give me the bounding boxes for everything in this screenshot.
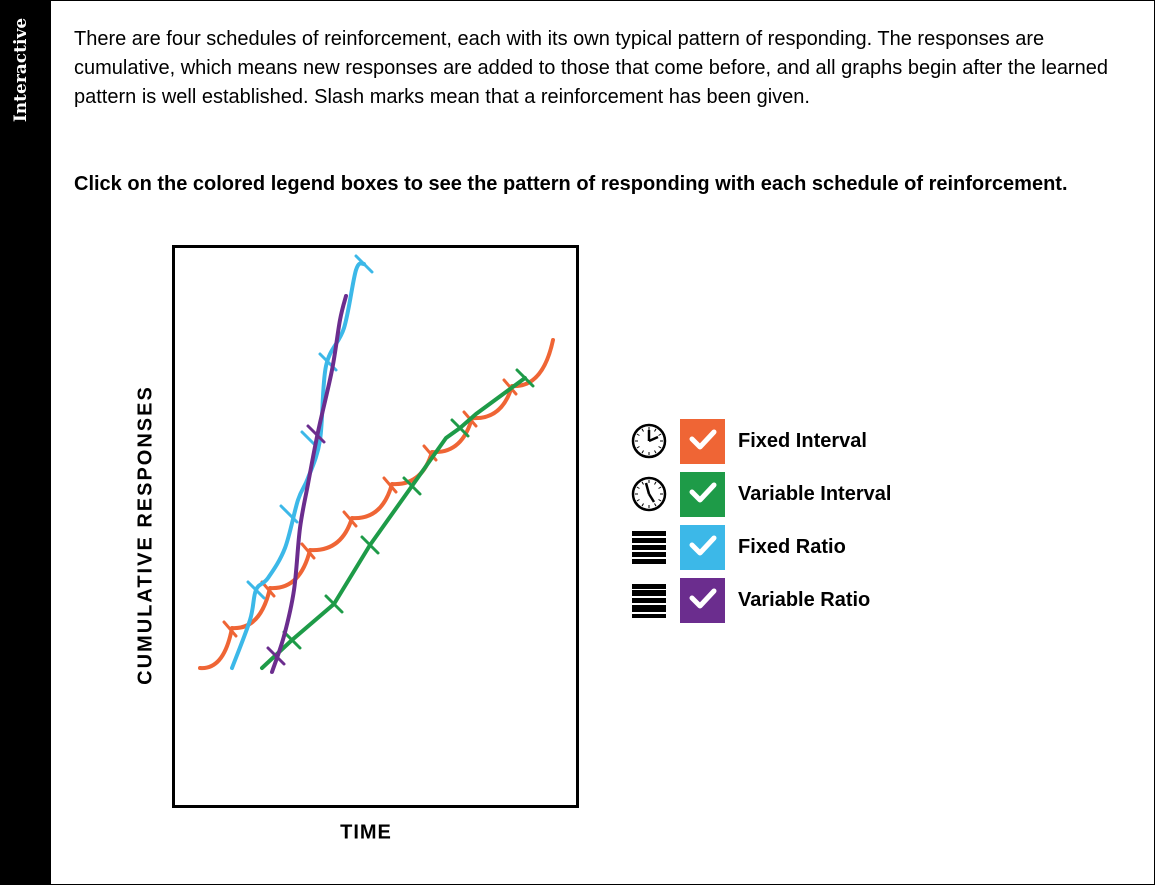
variable-interval-reinforcement-mark <box>450 418 470 438</box>
fixed-ratio-reinforcement-mark <box>246 580 266 600</box>
legend-item-fixed-interval: Fixed Interval <box>630 418 891 464</box>
fixed-interval-reinforcement-mark <box>222 620 238 638</box>
series-variable-ratio <box>266 294 348 674</box>
legend-label-variable-ratio: Variable Ratio <box>738 588 871 611</box>
fixed-ratio-reinforcement-mark <box>279 504 299 524</box>
legend-item-variable-ratio: Variable Ratio <box>630 577 891 623</box>
series-variable-interval <box>260 368 535 670</box>
legend-label-fixed-interval: Fixed Interval <box>738 429 867 452</box>
variable-interval-reinforcement-mark <box>402 476 422 496</box>
checkmark-icon <box>689 587 717 614</box>
x-axis-label: TIME <box>340 821 392 844</box>
fixed-interval-toggle-box[interactable] <box>680 418 725 464</box>
variable-ratio-line <box>270 294 348 674</box>
checkmark-icon <box>689 428 717 455</box>
checkmark-icon <box>689 481 717 508</box>
intro-text: There are four schedules of reinforcemen… <box>74 28 1108 108</box>
variable-ratio-reinforcement-mark <box>306 424 326 444</box>
legend: Fixed Interval Variable Interval Fixed Rat… <box>630 418 891 630</box>
clock-regular-icon <box>630 422 668 460</box>
side-strip: Interactive <box>0 0 51 885</box>
fixed-ratio-reinforcement-mark <box>354 254 374 274</box>
series-fixed-ratio <box>230 254 374 670</box>
variable-interval-reinforcement-mark <box>324 594 344 614</box>
bars-uneven-icon <box>630 581 668 619</box>
legend-item-fixed-ratio: Fixed Ratio <box>630 524 891 570</box>
fixed-ratio-toggle-box[interactable] <box>680 524 725 570</box>
fixed-interval-line <box>198 338 555 671</box>
y-axis-label: CUMULATIVE RESPONSES <box>134 385 157 685</box>
checkmark-icon <box>689 534 717 561</box>
plot-area <box>172 245 579 808</box>
legend-label-fixed-ratio: Fixed Ratio <box>738 535 846 558</box>
legend-label-variable-interval: Variable Interval <box>738 482 892 505</box>
clock-irregular-icon <box>630 475 668 513</box>
variable-interval-reinforcement-mark <box>360 535 380 555</box>
variable-ratio-toggle-box[interactable] <box>680 577 725 623</box>
fixed-interval-reinforcement-mark <box>342 510 358 528</box>
variable-interval-toggle-box[interactable] <box>680 471 725 517</box>
variable-ratio-reinforcement-mark <box>266 646 286 666</box>
series-fixed-interval <box>198 338 555 671</box>
bars-even-icon <box>630 528 668 566</box>
fixed-interval-reinforcement-mark <box>300 542 316 560</box>
variable-interval-reinforcement-mark <box>515 368 535 388</box>
legend-item-variable-interval: Variable Interval <box>630 471 891 517</box>
fixed-ratio-line <box>230 261 366 670</box>
variable-interval-reinforcement-mark <box>282 630 302 650</box>
instruction-text: Click on the colored legend boxes to see… <box>74 173 1068 195</box>
fixed-interval-reinforcement-mark <box>382 476 398 494</box>
